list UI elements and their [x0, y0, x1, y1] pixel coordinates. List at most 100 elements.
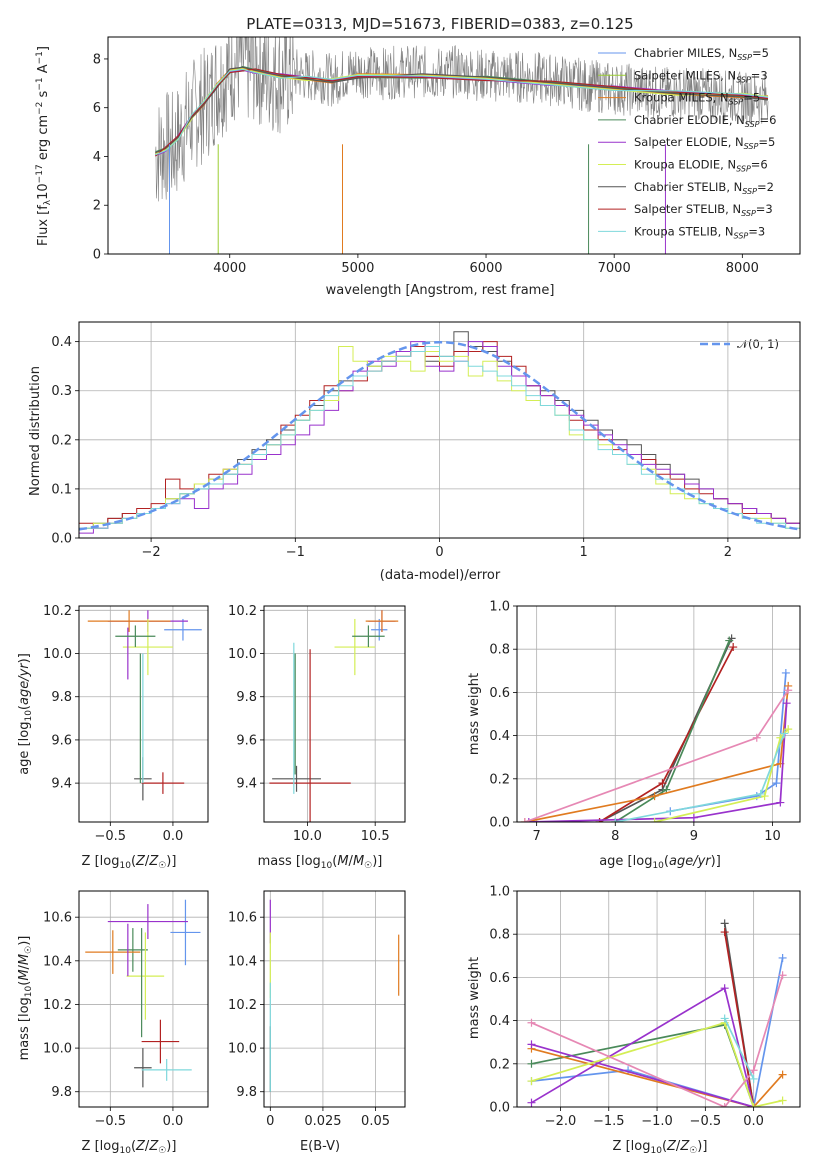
- spectrum-legend-label-6: Chabrier STELIB, NSSP=2: [634, 180, 774, 196]
- spectrum-legend-label-2: Kroupa MILES, NSSP=5: [634, 91, 760, 107]
- mass-ebv-xtick-label-0: 0: [266, 1114, 274, 1129]
- age-mass-xlabel: mass [log10(M/M☉)]: [258, 854, 383, 871]
- mass-ebv-ytick-label-0: 9.8: [236, 1085, 257, 1100]
- weight-age-marker-5-0: [524, 818, 533, 822]
- residuals-hist-2: [79, 341, 800, 538]
- weight-age-series-2: [614, 640, 731, 822]
- mass-z-ytick-label-4: 10.6: [43, 911, 72, 926]
- weight-age-xlabel: age [log10(age/yr)]: [599, 854, 721, 871]
- weight-age-xtick-label-1: 8: [611, 829, 619, 844]
- weight-z-series-1: [723, 931, 755, 1107]
- age-mass-content: [269, 610, 399, 822]
- spectrum-axes: 4000 5000 6000 7000 8000 0 2 4 6 8 Chabrier MILES,…: [93, 36, 801, 276]
- mass-z-ylabel: mass [log10(M/M☉)]: [17, 936, 34, 1061]
- spectrum-content: [155, 37, 769, 254]
- weight-z-marker-7-3: [778, 971, 787, 980]
- weight-z-ytick-label-5: 1.0: [489, 885, 510, 900]
- weight-z-xtick-label-0: −2.0: [545, 1114, 577, 1129]
- spectrum-ytick-label-4: 8: [93, 52, 101, 67]
- weight-z-xlabel: Z [log10(Z/Z☉)]: [613, 1139, 708, 1156]
- weight-age-marker-8-0: [611, 818, 620, 822]
- residuals-xtick-label-3: 1: [580, 545, 588, 560]
- weight-z-ytick-label-0: 0.0: [489, 1101, 510, 1116]
- spectrum-legend-label-7: Salpeter STELIB, NSSP=3: [634, 202, 773, 218]
- residuals-xtick-label-0: −2: [142, 545, 161, 560]
- age-z-xlabel: Z [log10(Z/Z☉)]: [82, 854, 177, 871]
- residuals-ylabel: Normed distribution: [28, 366, 43, 496]
- spectrum-ytick-label-2: 4: [93, 150, 101, 165]
- weight-age-axes: 7 8 9 10 0.0 0.2 0.4 0.6 0.8 1.0: [489, 600, 801, 844]
- spectrum-frame: [107, 36, 801, 255]
- weight-z-marker-6-3: [778, 1096, 787, 1105]
- weight-z-marker-7-1: [720, 1103, 729, 1107]
- weight-age-ytick-label-4: 0.8: [489, 643, 510, 658]
- mass-ebv-ytick-label-2: 10.2: [228, 998, 257, 1013]
- weight-z-marker-0-0: [720, 919, 729, 928]
- age-mass-ytick-label-4: 10.2: [228, 604, 257, 619]
- spectrum-model-line-8: [155, 68, 769, 156]
- mass-z-ytick-label-2: 10.2: [43, 998, 72, 1013]
- weight-z-xtick-label-4: 0.0: [743, 1114, 764, 1129]
- weight-age-marker-7-0: [520, 818, 529, 822]
- weight-z-marker-4-2: [778, 1070, 787, 1079]
- spectrum-xlabel: wavelength [Angstrom, rest frame]: [326, 283, 555, 298]
- weight-z-marker-6-0: [527, 1077, 536, 1086]
- age-mass-ytick-label-1: 9.6: [236, 733, 257, 748]
- weight-age-xtick-label-0: 7: [533, 829, 541, 844]
- mass-z-frame: [78, 890, 209, 1108]
- spectrum-legend-label-0: Chabrier MILES, NSSP=5: [634, 46, 769, 62]
- residuals-content: [79, 331, 800, 538]
- weight-age-marker-8-1: [756, 789, 765, 798]
- age-z-ytick-label-1: 9.6: [51, 733, 72, 748]
- age-z-ytick-label-3: 10.0: [43, 647, 72, 662]
- age-z-xtick-label-0: −0.5: [95, 829, 127, 844]
- weight-z-marker-3-3: [778, 953, 787, 962]
- spectrum-legend-label-8: Kroupa STELIB, NSSP=3: [634, 224, 765, 240]
- mass-ebv-ytick-label-1: 10.0: [228, 1042, 257, 1057]
- spectrum-xtick-label-0: 4000: [213, 261, 246, 276]
- weight-age-ylabel: mass weight: [467, 673, 482, 755]
- weight-age-marker-6-0: [650, 818, 659, 822]
- weight-age-marker-7-1: [752, 733, 761, 742]
- weight-age-ytick-label-1: 0.2: [489, 772, 510, 787]
- mass-z-content: [85, 899, 201, 1088]
- weight-z-ytick-label-2: 0.4: [489, 1014, 510, 1029]
- weight-z-series-8: [723, 1018, 755, 1080]
- age-mass-ytick-label-3: 10.0: [228, 647, 257, 662]
- weight-age-ytick-label-0: 0.0: [489, 816, 510, 831]
- weight-age-ytick-label-5: 1.0: [489, 600, 510, 615]
- mass-ebv-ytick-label-3: 10.4: [228, 954, 257, 969]
- weight-age-series-7: [524, 689, 789, 822]
- weight-z-xtick-label-2: −1.0: [641, 1114, 673, 1129]
- weight-age-marker-1-2: [729, 643, 738, 652]
- spectrum-legend-label-3: Chabrier ELODIE, NSSP=6: [634, 113, 776, 129]
- weight-age-marker-2-2: [725, 636, 734, 645]
- weight-age-marker-4-1: [650, 792, 659, 801]
- mass-ebv-frame: [263, 890, 406, 1108]
- mass-ebv-xtick-label-2: 0.05: [361, 1114, 390, 1129]
- weight-age-marker-5-3: [782, 699, 791, 708]
- spectrum-xtick-label-3: 7000: [598, 261, 631, 276]
- weight-z-content: [527, 919, 787, 1107]
- weight-age-marker-7-2: [784, 686, 793, 695]
- weight-age-ytick-label-2: 0.4: [489, 729, 510, 744]
- plots-layer: 4000 5000 6000 7000 8000 0 2 4 6 8 Chabrier MILES,…: [43, 36, 801, 1129]
- weight-z-marker-7-0: [527, 1018, 536, 1027]
- residuals-ytick-label-0: 0.0: [51, 532, 72, 547]
- mass-ebv-xlabel: E(B-V): [300, 1139, 340, 1154]
- weight-z-frame: [516, 890, 801, 1108]
- weight-z-marker-5-3: [527, 1040, 536, 1049]
- residuals-ytick-label-1: 0.1: [51, 482, 72, 497]
- age-mass-axes: 10.0 10.5 9.4 9.6 9.8 10.0 10.2: [228, 604, 406, 844]
- weight-z-marker-8-1: [749, 1074, 758, 1083]
- mass-z-xtick-label-0: −0.5: [95, 1114, 127, 1129]
- age-z-ytick-label-4: 10.2: [43, 604, 72, 619]
- weight-z-marker-5-0: [527, 1098, 536, 1107]
- mass-z-xtick-label-1: 0.0: [163, 1114, 184, 1129]
- weight-age-marker-1-1: [658, 779, 667, 788]
- weight-z-marker-8-0: [720, 1014, 729, 1023]
- spectrum-ytick-label-3: 6: [93, 101, 101, 116]
- spectrum-xtick-label-2: 6000: [469, 261, 502, 276]
- spectrum-legend-label-1: Salpeter MILES, NSSP=3: [634, 68, 768, 84]
- age-z-frame: [78, 605, 209, 823]
